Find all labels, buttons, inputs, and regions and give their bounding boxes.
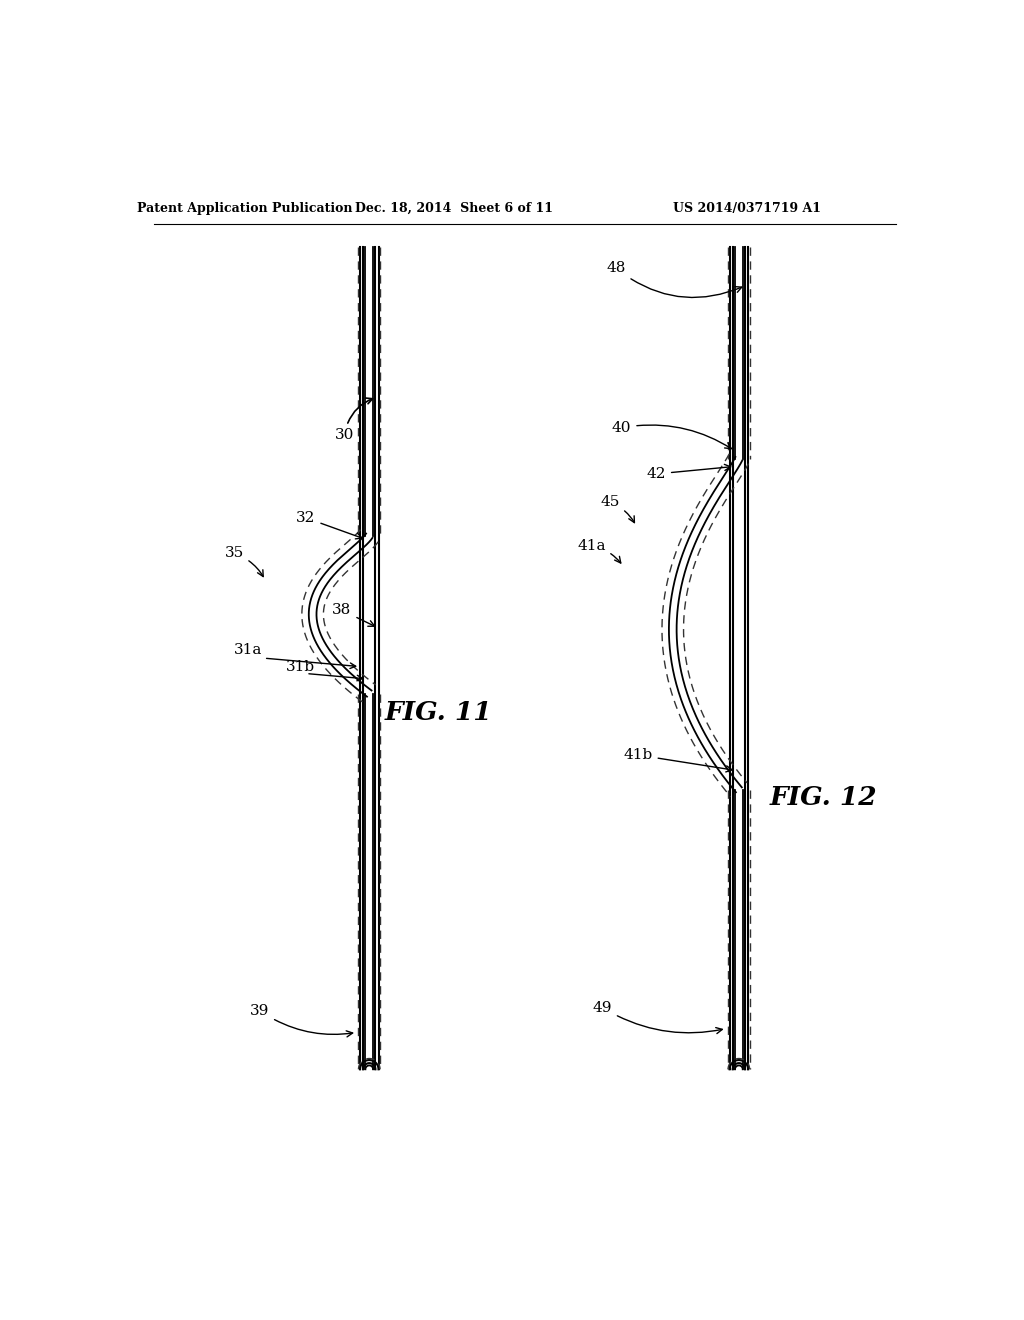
Text: US 2014/0371719 A1: US 2014/0371719 A1 xyxy=(673,202,820,215)
Text: 41a: 41a xyxy=(578,539,621,564)
Text: FIG. 12: FIG. 12 xyxy=(770,785,878,810)
Text: 49: 49 xyxy=(593,1001,722,1034)
Text: Dec. 18, 2014  Sheet 6 of 11: Dec. 18, 2014 Sheet 6 of 11 xyxy=(355,202,553,215)
Text: 35: 35 xyxy=(224,546,263,577)
Text: 30: 30 xyxy=(335,399,373,442)
Text: 40: 40 xyxy=(611,421,731,449)
Text: 41b: 41b xyxy=(624,748,732,772)
Text: 31a: 31a xyxy=(233,643,262,656)
Text: 48: 48 xyxy=(606,261,741,297)
Text: 32: 32 xyxy=(296,511,362,539)
Text: 45: 45 xyxy=(600,495,635,523)
Text: 38: 38 xyxy=(333,603,375,626)
Text: 39: 39 xyxy=(250,1003,352,1038)
Text: 31b: 31b xyxy=(286,660,314,673)
Text: FIG. 11: FIG. 11 xyxy=(385,701,493,725)
Text: 42: 42 xyxy=(646,465,731,480)
Text: Patent Application Publication: Patent Application Publication xyxy=(137,202,352,215)
